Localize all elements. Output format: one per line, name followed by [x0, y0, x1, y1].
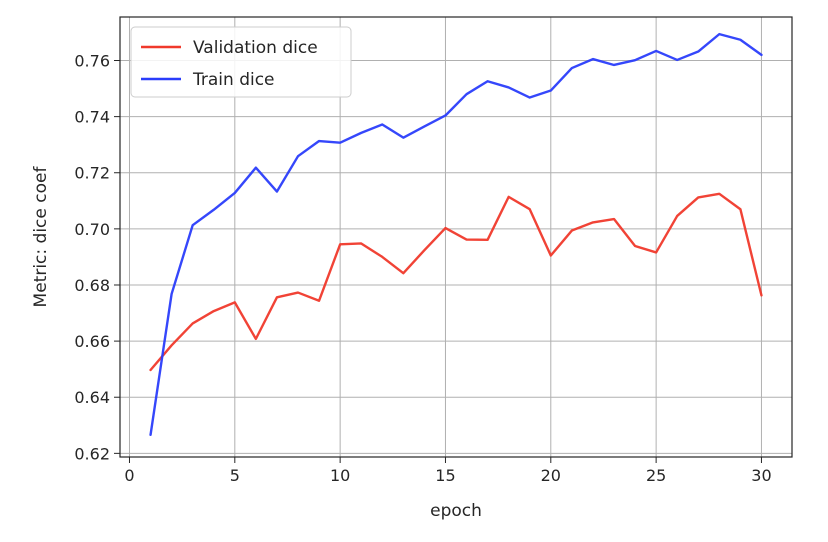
legend-label-train-dice: Train dice: [192, 70, 275, 90]
legend-label-validation-dice: Validation dice: [193, 38, 318, 58]
series-lines: [149, 32, 763, 437]
axis-ticks: 0 5 10 15 20 25 30 0.62 0.64 0.66 0.68 0.70 0.72 0.74…: [74, 51, 771, 485]
x-tick-label: 15: [435, 466, 455, 485]
y-axis-label: Metric: dice coef: [31, 166, 51, 308]
grid: [120, 17, 792, 457]
x-tick-label: 10: [330, 466, 350, 485]
legend: Validation dice Train dice: [130, 26, 352, 98]
y-tick-label: 0.66: [74, 332, 110, 351]
y-tick-label: 0.76: [74, 51, 110, 70]
x-tick-label: 25: [646, 466, 666, 485]
x-tick-label: 0: [124, 466, 134, 485]
series-line-validation-dice: [149, 192, 763, 372]
y-tick-label: 0.74: [74, 108, 110, 127]
plot-frame: [119, 16, 793, 458]
legend-box: [130, 26, 352, 98]
series-line-train-dice: [149, 32, 763, 437]
x-tick-label: 20: [541, 466, 561, 485]
y-tick-label: 0.64: [74, 388, 110, 407]
y-tick-label: 0.68: [74, 276, 110, 295]
x-tick-label: 30: [751, 466, 771, 485]
x-axis-label: epoch: [430, 501, 482, 521]
y-tick-label: 0.72: [74, 164, 110, 183]
x-tick-label: 5: [230, 466, 240, 485]
y-tick-label: 0.62: [74, 444, 110, 463]
y-tick-label: 0.70: [74, 220, 110, 239]
